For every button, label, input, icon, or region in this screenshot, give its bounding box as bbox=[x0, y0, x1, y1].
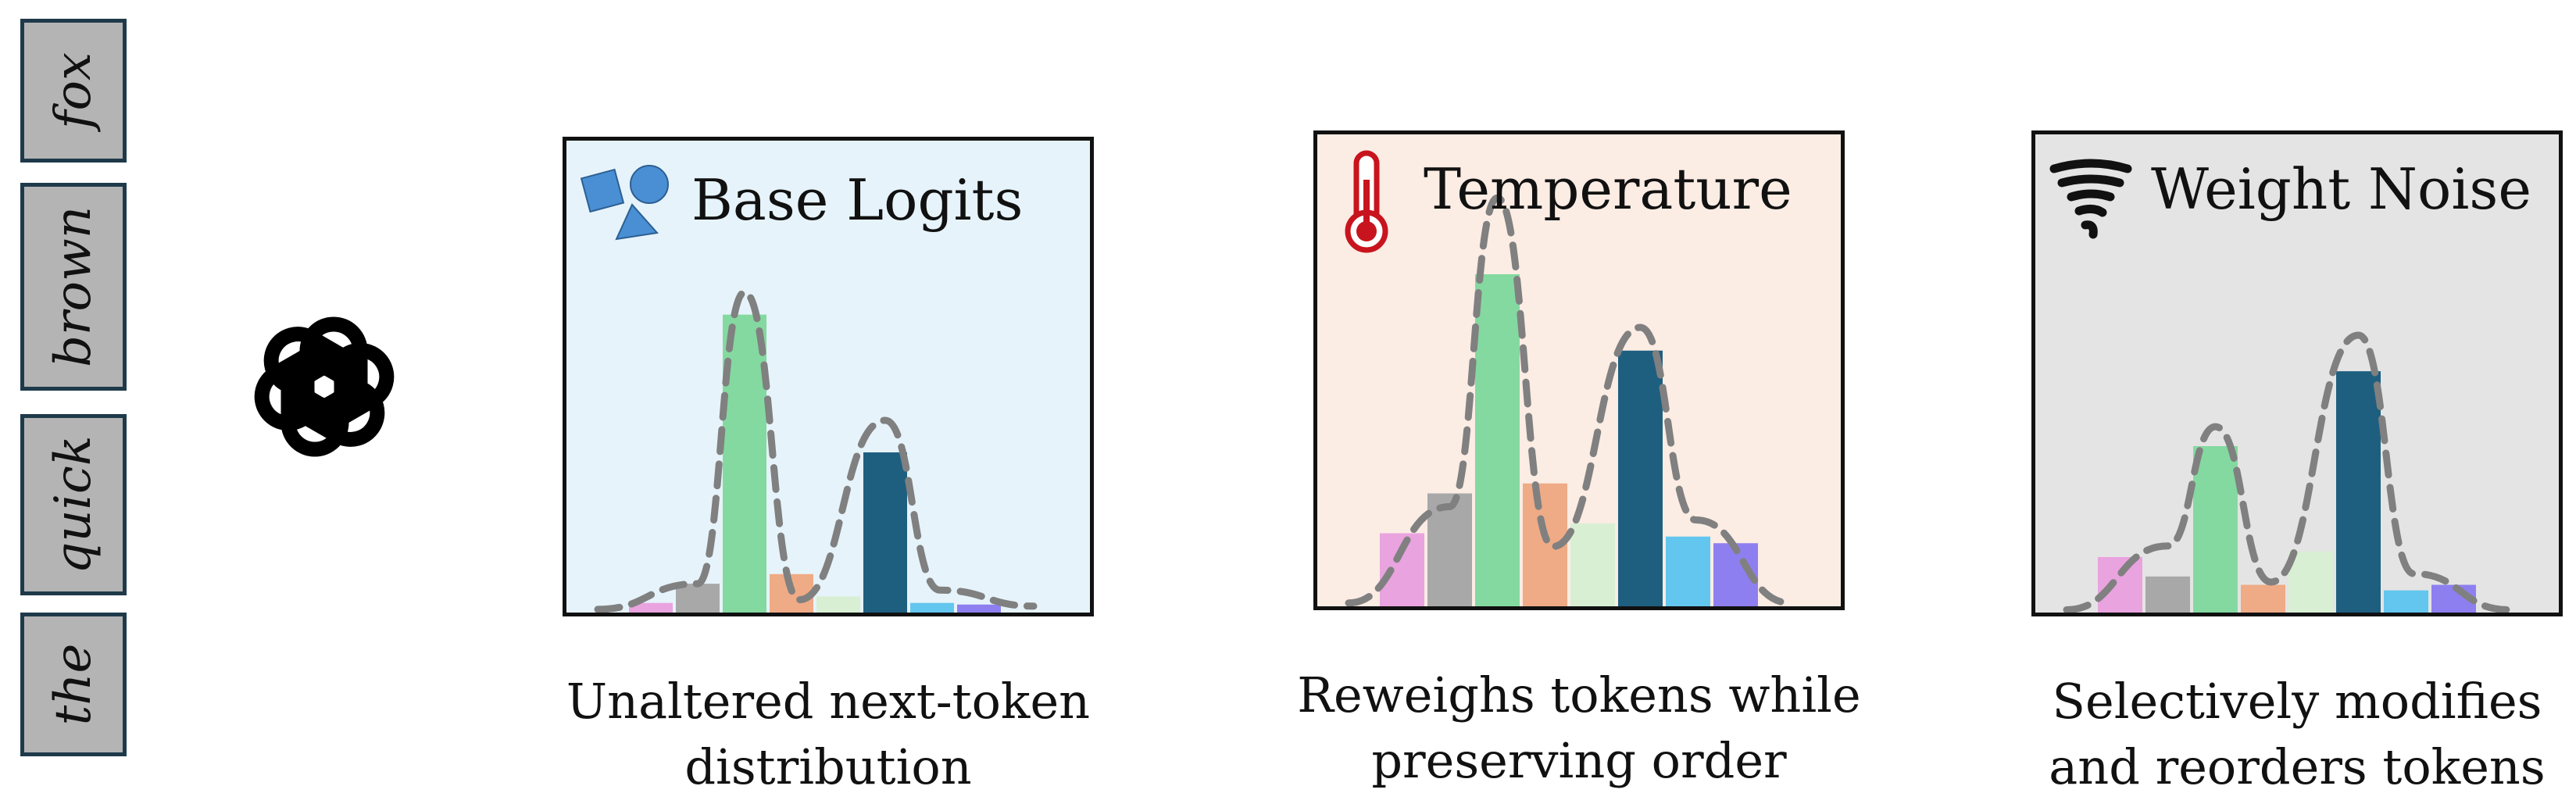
panel-title: Base Logits bbox=[691, 167, 1024, 233]
bar-0 bbox=[629, 602, 673, 613]
openai-logo-icon bbox=[254, 316, 395, 457]
caption-line: Reweighs tokens while bbox=[1297, 666, 1861, 723]
panel-weight-noise: Weight Noise bbox=[2031, 130, 2563, 616]
caption-temperature: Reweighs tokens while preserving order bbox=[1267, 663, 1892, 794]
caption-line: and reorders tokens bbox=[2049, 738, 2546, 795]
bar-4 bbox=[816, 596, 860, 613]
panel-title: Weight Noise bbox=[2151, 156, 2531, 222]
bar-4 bbox=[2288, 551, 2333, 613]
bar-3 bbox=[2241, 584, 2285, 613]
bar-2 bbox=[2193, 446, 2238, 613]
caption-line: Unaltered next-token bbox=[566, 673, 1091, 730]
distribution-curve bbox=[594, 288, 1038, 613]
bar-7 bbox=[957, 604, 1001, 613]
caption-base-logits: Unaltered next-token distribution bbox=[516, 669, 1141, 800]
bar-4 bbox=[1570, 523, 1615, 606]
bar-5 bbox=[2336, 371, 2381, 613]
token-fox: fox bbox=[20, 19, 127, 163]
token-label: the bbox=[45, 643, 102, 726]
bar-2 bbox=[1475, 274, 1520, 606]
bar-5 bbox=[863, 452, 907, 613]
base-logits-chart bbox=[594, 288, 1038, 613]
panel-temperature: Temperature bbox=[1313, 130, 1845, 610]
bar-6 bbox=[2384, 590, 2428, 613]
bar-6 bbox=[1666, 536, 1710, 606]
temperature-chart bbox=[1345, 194, 1794, 606]
panel-title: Temperature bbox=[1424, 156, 1792, 222]
bar-1 bbox=[676, 584, 720, 613]
token-label: fox bbox=[45, 52, 102, 130]
bar-6 bbox=[910, 602, 954, 613]
thermometer-icon bbox=[1345, 150, 1388, 253]
weight-noise-chart bbox=[2063, 331, 2512, 613]
token-label: quick bbox=[45, 435, 102, 574]
token-label: brown bbox=[45, 205, 102, 368]
token-brown: brown bbox=[20, 183, 127, 391]
bar-1 bbox=[2145, 576, 2190, 613]
distribution-curve bbox=[1345, 194, 1794, 606]
caption-line: distribution bbox=[684, 738, 972, 795]
bar-1 bbox=[1427, 493, 1472, 606]
caption-weight-noise: Selectively modifies and reorders tokens bbox=[1985, 669, 2576, 800]
token-quick: quick bbox=[20, 414, 127, 595]
tornado-icon bbox=[2049, 159, 2132, 239]
caption-line: preserving order bbox=[1371, 732, 1787, 789]
bar-0 bbox=[2098, 557, 2142, 613]
panel-base-logits: Base Logits bbox=[563, 137, 1094, 616]
bar-5 bbox=[1618, 350, 1663, 606]
token-the: the bbox=[20, 613, 127, 756]
shapes-icon bbox=[580, 165, 669, 241]
caption-line: Selectively modifies bbox=[2052, 673, 2542, 730]
distribution-curve bbox=[2063, 331, 2512, 613]
